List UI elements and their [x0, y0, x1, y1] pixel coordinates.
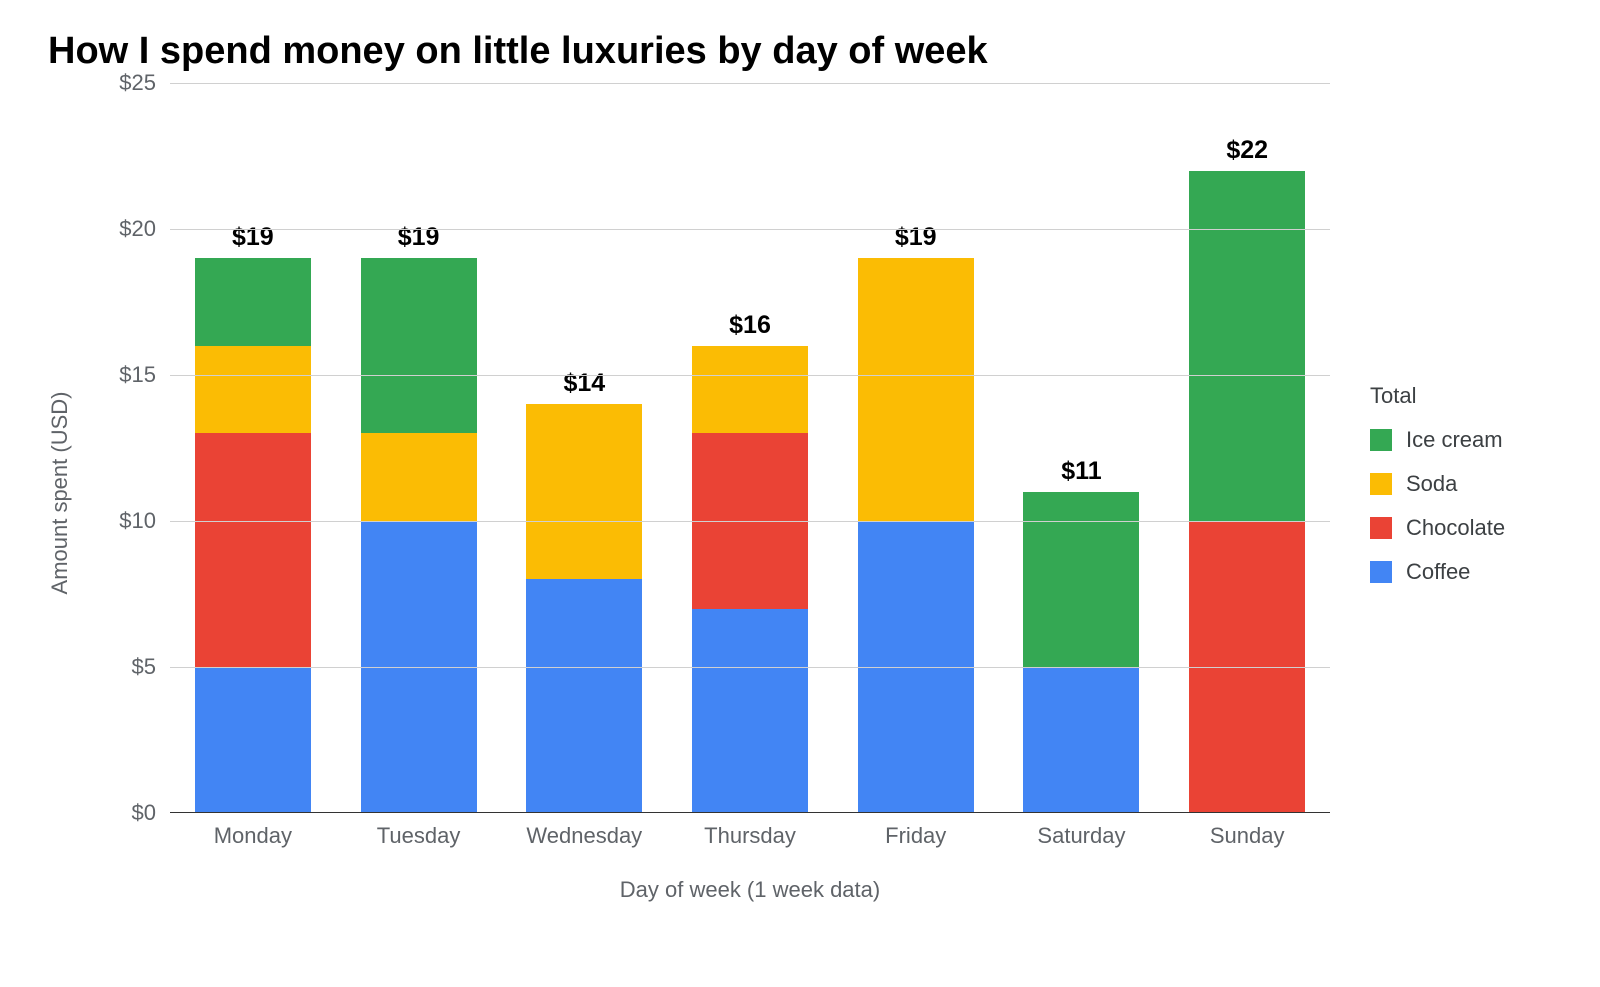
y-axis-label: Amount spent (USD)	[47, 392, 73, 595]
bar-segment-ice_cream	[361, 258, 477, 433]
bar-segment-soda	[195, 346, 311, 434]
bar-slot: $19Tuesday	[336, 83, 502, 813]
bar-segment-ice_cream	[1189, 171, 1305, 521]
bar-total-label: $22	[1226, 136, 1268, 165]
y-tick-label: $20	[119, 216, 170, 242]
stacked-bar: $22	[1189, 171, 1305, 813]
legend-items: Ice cream Soda Chocolate Coffee	[1370, 427, 1560, 585]
bar-segment-chocolate	[195, 433, 311, 667]
bar-total-label: $11	[1061, 457, 1101, 486]
legend-item: Soda	[1370, 471, 1560, 497]
bar-segment-soda	[361, 433, 477, 521]
gridline	[170, 229, 1330, 230]
bar-slot: $16Thursday	[667, 83, 833, 813]
bar-segment-soda	[858, 258, 974, 521]
y-tick-label: $5	[132, 654, 170, 680]
legend-label: Soda	[1406, 471, 1457, 497]
legend-title: Total	[1370, 383, 1560, 409]
bar-segment-ice_cream	[195, 258, 311, 346]
gridline	[170, 375, 1330, 376]
bars-row: $19Monday$19Tuesday$14Wednesday$16Thursd…	[170, 83, 1330, 813]
bar-slot: $11Saturday	[999, 83, 1165, 813]
bar-slot: $22Sunday	[1164, 83, 1330, 813]
x-tick-label: Saturday	[1037, 823, 1125, 849]
y-tick-label: $0	[132, 800, 170, 826]
legend-swatch	[1370, 429, 1392, 451]
plot-area-column: $19Monday$19Tuesday$14Wednesday$16Thursd…	[80, 83, 1560, 903]
legend-label: Coffee	[1406, 559, 1470, 585]
bar-total-label: $14	[563, 369, 605, 398]
y-tick-label: $10	[119, 508, 170, 534]
legend-swatch	[1370, 473, 1392, 495]
bar-total-label: $19	[398, 223, 440, 252]
legend-item: Coffee	[1370, 559, 1560, 585]
x-axis-line	[170, 812, 1330, 813]
plot-area: $19Monday$19Tuesday$14Wednesday$16Thursd…	[170, 83, 1330, 813]
chart-body: Amount spent (USD) $19Monday$19Tuesday$1…	[40, 83, 1560, 903]
bar-total-label: $16	[729, 311, 771, 340]
stacked-bar: $19	[195, 258, 311, 813]
bar-segment-coffee	[526, 579, 642, 813]
bar-segment-ice_cream	[1023, 492, 1139, 667]
stacked-bar: $16	[692, 346, 808, 813]
y-axis-label-container: Amount spent (USD)	[40, 83, 80, 903]
chart-container: How I spend money on little luxuries by …	[0, 0, 1600, 987]
bar-segment-coffee	[692, 609, 808, 813]
y-tick-label: $15	[119, 362, 170, 388]
gridline	[170, 667, 1330, 668]
stacked-bar: $14	[526, 404, 642, 813]
bar-segment-coffee	[1023, 667, 1139, 813]
bar-slot: $19Friday	[833, 83, 999, 813]
bar-segment-coffee	[195, 667, 311, 813]
bar-segment-soda	[526, 404, 642, 579]
x-tick-label: Wednesday	[526, 823, 642, 849]
x-tick-label: Thursday	[704, 823, 796, 849]
stacked-bar: $19	[361, 258, 477, 813]
x-tick-label: Monday	[214, 823, 292, 849]
legend-item: Ice cream	[1370, 427, 1560, 453]
gridline	[170, 83, 1330, 84]
legend-label: Chocolate	[1406, 515, 1505, 541]
legend-swatch	[1370, 517, 1392, 539]
bar-segment-soda	[692, 346, 808, 434]
x-tick-label: Sunday	[1210, 823, 1285, 849]
legend: Total Ice cream Soda Chocolate Coffee	[1350, 383, 1560, 603]
stacked-bar: $19	[858, 258, 974, 813]
legend-item: Chocolate	[1370, 515, 1560, 541]
bar-total-label: $19	[895, 223, 937, 252]
chart-title: How I spend money on little luxuries by …	[48, 30, 1560, 73]
legend-label: Ice cream	[1406, 427, 1503, 453]
gridline	[170, 521, 1330, 522]
y-tick-label: $25	[119, 70, 170, 96]
x-tick-label: Friday	[885, 823, 946, 849]
bar-total-label: $19	[232, 223, 274, 252]
bar-slot: $14Wednesday	[501, 83, 667, 813]
legend-swatch	[1370, 561, 1392, 583]
bar-slot: $19Monday	[170, 83, 336, 813]
x-tick-label: Tuesday	[377, 823, 461, 849]
x-axis-label: Day of week (1 week data)	[170, 877, 1330, 903]
stacked-bar: $11	[1023, 492, 1139, 813]
